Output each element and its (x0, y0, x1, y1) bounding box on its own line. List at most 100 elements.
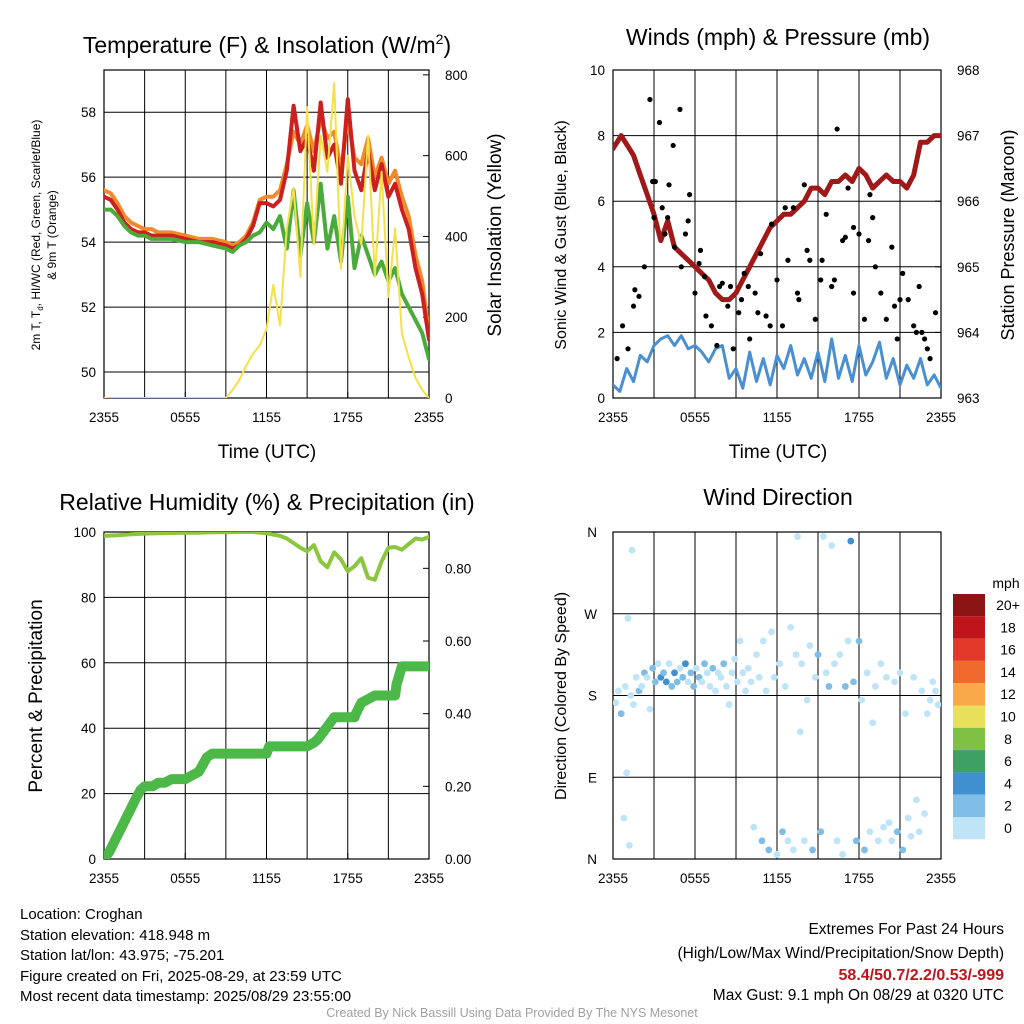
gust-point (741, 270, 747, 276)
legend-label: 12 (1000, 686, 1016, 702)
direction-point (632, 673, 640, 681)
direction-point (888, 837, 896, 845)
direction-point (682, 660, 689, 668)
gust-point (845, 185, 851, 191)
y-left-tick-label: 80 (81, 590, 96, 605)
gust-point (922, 336, 928, 342)
legend-label: 14 (1000, 664, 1016, 680)
direction-point (646, 705, 654, 713)
gust-point (819, 257, 825, 263)
y-right-tick-label: 966 (957, 194, 980, 209)
gust-point (913, 329, 920, 335)
gust-point (850, 290, 857, 296)
winds-panel: Winds (mph) & Pressure (mb) Sonic Wind &… (553, 24, 1018, 463)
direction-point (776, 660, 784, 668)
direction-point (753, 651, 760, 659)
direction-point (768, 628, 775, 636)
station-elevation: Station elevation: 418.948 m (20, 926, 211, 944)
gust-point (736, 310, 742, 316)
gust-point (662, 231, 668, 237)
direction-point (874, 837, 882, 845)
x-tick-label: 2355 (926, 410, 956, 425)
gust-point (725, 303, 731, 309)
gust-point (834, 126, 840, 132)
direction-point (755, 673, 763, 681)
precipitation-line (104, 661, 429, 859)
gust-point (630, 303, 637, 309)
y-right-tick-label: 0.40 (445, 707, 471, 722)
direction-point (765, 846, 773, 854)
direction-point (676, 664, 684, 672)
y-left-tick-label: 0 (88, 852, 96, 867)
y-right-tick-label: 968 (957, 63, 980, 78)
direction-point (817, 828, 825, 836)
plot-frame (612, 531, 942, 860)
direction-point (806, 642, 814, 649)
figure-created: Figure created on Fri, 2025-08-29, at 23… (20, 967, 342, 985)
direction-point (932, 687, 939, 695)
direction-point (923, 710, 931, 718)
gust-point (692, 290, 698, 296)
direction-point (626, 841, 633, 849)
gust-point (842, 234, 848, 240)
max-gust: Max Gust: 9.1 mph On 08/29 at 0320 UTC (712, 987, 1004, 1004)
y-left-tick-label: 4 (597, 260, 605, 275)
direction-point (624, 614, 632, 622)
direction-point (798, 660, 805, 668)
direction-point (725, 701, 733, 708)
gust-point (632, 287, 638, 293)
y-direction-tick-label: N (587, 525, 597, 540)
direction-point (728, 669, 736, 677)
direction-point (731, 655, 739, 663)
direction-point (621, 683, 629, 690)
legend-label: 10 (1000, 709, 1016, 725)
station-info: Location: Croghan Station elevation: 418… (20, 905, 351, 1008)
direction-point (822, 669, 830, 677)
direction-point (836, 651, 844, 659)
direction-point (800, 837, 808, 845)
gust-point (932, 310, 939, 316)
direction-point (781, 683, 789, 690)
temperature-left-axis-label: 2m T, Td, HI/WC (Red, Green, Scarlet/Blu… (29, 120, 45, 351)
direction-point (904, 814, 912, 822)
y-direction-tick-label: W (584, 607, 597, 622)
gust-point (717, 283, 723, 290)
gust-point (867, 192, 873, 198)
temperature-right-axis-label: Solar Insolation (Yellow) (485, 133, 506, 336)
y-right-tick-label: 963 (957, 391, 980, 406)
gust-point (889, 244, 895, 250)
direction-point (869, 719, 877, 727)
y-right-tick-label: 600 (445, 149, 468, 164)
direction-point (877, 660, 885, 668)
y-right-tick-label: 964 (957, 325, 980, 340)
direction-point (720, 660, 728, 668)
humidity-title: Relative Humidity (%) & Precipitation (i… (59, 489, 474, 515)
gust-point (767, 323, 773, 329)
gust-point (785, 257, 791, 263)
temperature-title: Temperature (F) & Insolation (W/m2) (83, 31, 451, 58)
gust-point (670, 142, 676, 149)
direction-point (820, 533, 827, 540)
direction-point (893, 828, 901, 836)
direction-point (703, 669, 711, 677)
gust-point (897, 297, 903, 303)
gust-point (927, 356, 933, 362)
legend-label: 16 (1000, 642, 1016, 658)
direction-point (814, 651, 822, 659)
direction-point (654, 660, 662, 668)
direction-point (630, 701, 637, 708)
direction-point (899, 846, 907, 854)
x-tick-label: 0555 (680, 871, 710, 886)
gust-point (823, 211, 829, 217)
y-direction-tick-label: N (587, 852, 597, 867)
y-right-tick-label: 400 (445, 229, 468, 244)
temperature-left-axis-label-line2: & 9m T (Orange) (45, 190, 59, 280)
direction-point (668, 683, 676, 690)
y-left-tick-label: 0 (597, 391, 605, 406)
direction-point (673, 678, 681, 686)
direction-point (665, 660, 673, 668)
extremes-subtitle: (High/Low/Max Wind/Precipitation/Snow De… (677, 945, 1005, 962)
gust-point (818, 277, 824, 283)
direction-point (844, 637, 852, 645)
gust-point (671, 244, 678, 250)
